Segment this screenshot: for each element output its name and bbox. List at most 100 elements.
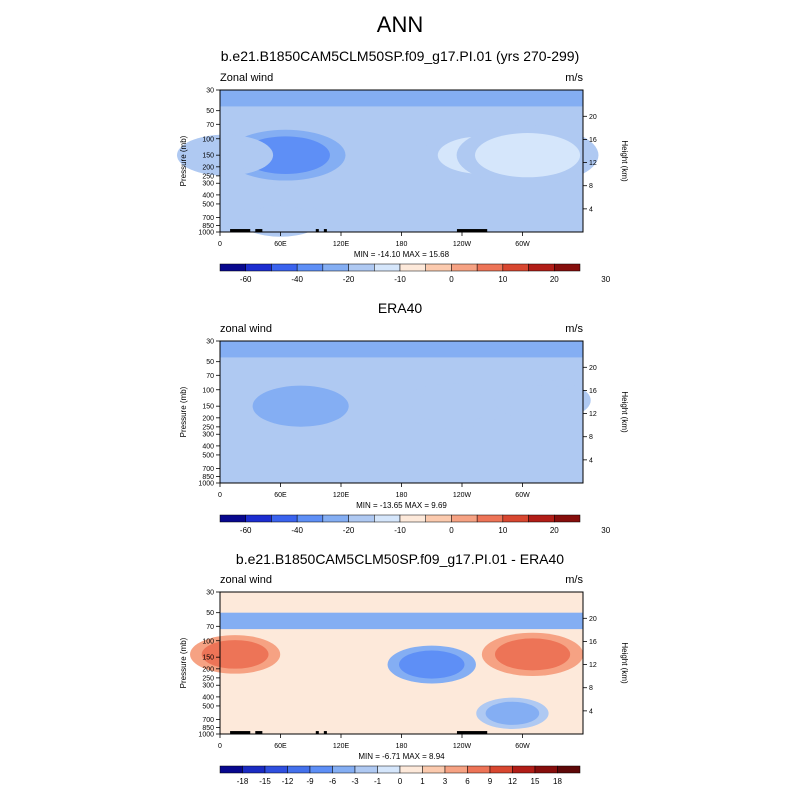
panel-3-lon-tick-label-0: 0 [218, 743, 222, 750]
panel-1-pressure-tick-label-2: 70 [206, 122, 214, 129]
panel-1-colorbar-box-8 [425, 263, 452, 272]
panel-2-lon-tick-label-3: 180 [396, 492, 408, 499]
panel-1-pressure-tick-label-8: 400 [202, 192, 214, 199]
panel-3-lon-tick-label-2: 120E [333, 743, 350, 750]
panel-2-pressure-tick-label-12: 1000 [198, 481, 214, 488]
panel-3-colorbar-label-12: 12 [508, 777, 517, 786]
panel-3-pressure-tick-label-9: 500 [202, 703, 214, 710]
panel-2-pressure-tick-label-2: 70 [206, 373, 214, 380]
panel-2-colorbar-label-5: 10 [498, 526, 507, 535]
panel-3-pressure-tick-label-5: 200 [202, 666, 214, 673]
panel-2-height-tick-label-2: 12 [589, 411, 597, 418]
panel-3-colorbar-label-10: 6 [465, 777, 470, 786]
panel-2-height-tick-label-3: 16 [589, 388, 597, 395]
panel-1-colorbar-label-0: -60 [240, 275, 252, 284]
panel-3-pressure-tick-label-0: 30 [206, 590, 214, 597]
panel-1-pressure-tick-label-4: 150 [202, 153, 214, 160]
panel-1-colorbar-label-7: 30 [601, 275, 610, 284]
panel-3-topography-2 [315, 731, 319, 734]
panel-1-pressure-tick-label-9: 500 [202, 201, 214, 208]
panel-3-colorbar-label-5: -3 [351, 777, 359, 786]
panel-3-height-tick-label-0: 4 [589, 708, 593, 715]
panel-1-colorbar-label-3: -10 [394, 275, 406, 284]
panel-1-pressure-tick-label-6: 250 [202, 173, 214, 180]
panel-1-height-tick-label-0: 4 [589, 206, 593, 213]
panel-3-colorbar-label-11: 9 [488, 777, 493, 786]
panel-3-pressure-tick-label-4: 150 [202, 655, 214, 662]
panel-1-height-tick-label-3: 16 [589, 137, 597, 144]
panel-3-band-0 [220, 612, 583, 630]
panel-1-units-label: m/s [565, 72, 583, 84]
panel-2-feature-1 [265, 390, 337, 422]
panel-2-feature-3 [507, 385, 579, 416]
panel-2-pressure-tick-label-0: 30 [206, 339, 214, 346]
panel-3-height-tick-label-3: 16 [589, 639, 597, 646]
panel-1-feature-5 [189, 139, 261, 171]
panel-1-colorbar-label-2: -20 [343, 275, 355, 284]
panel-1-colorbar-box-11 [502, 263, 529, 272]
panel-3-colorbar-box-10 [444, 765, 468, 774]
panel-1-lon-tick-label-5: 60W [515, 241, 530, 248]
panel-3-colorbar-label-3: -9 [306, 777, 314, 786]
panel-1-pressure-tick-label-0: 30 [206, 88, 214, 95]
panel-1-colorbar-box-4 [322, 263, 349, 272]
panel-3-pressure-tick-label-6: 250 [202, 675, 214, 682]
panel-2-height-tick-label-0: 4 [589, 457, 593, 464]
panel-2-lon-tick-label-2: 120E [333, 492, 350, 499]
panel-1-colorbar-label-5: 10 [498, 275, 507, 284]
panel-3-colorbar-label-13: 15 [531, 777, 540, 786]
panel-3-colorbar-box-9 [422, 765, 446, 774]
panel-3-colorbar-label-7: 0 [398, 777, 403, 786]
panel-2-colorbar-box-0 [219, 514, 246, 523]
panel-3-colorbar-box-11 [467, 765, 491, 774]
panel-1-height-tick-label-1: 8 [589, 183, 593, 190]
panel-1-variable-label: Zonal wind [220, 72, 274, 84]
figure-title: ANN [376, 12, 424, 37]
panel-3-colorbar-label-9: 3 [443, 777, 448, 786]
panel-1-lon-tick-label-1: 60E [274, 241, 287, 248]
panel-1-pressure-tick-label-11: 850 [202, 223, 214, 230]
panel-1-pressure-tick-label-12: 1000 [198, 230, 214, 237]
panel-2-lon-tick-label-5: 60W [515, 492, 530, 499]
panel-3-colorbar-label-2: -12 [282, 777, 294, 786]
panel-3-colorbar-label-6: -1 [374, 777, 382, 786]
panel-3-topography-0 [230, 731, 251, 734]
panel-3-colorbar-label-0: -18 [237, 777, 249, 786]
panel-1-colorbar-box-12 [528, 263, 555, 272]
panel-1-pressure-tick-label-1: 50 [206, 108, 214, 115]
panel-3-colorbar-box-0 [219, 765, 243, 774]
panel-1-colorbar-label-4: 0 [449, 275, 454, 284]
panel-2-colorbar-box-2 [271, 514, 298, 523]
panel-3-y-axis-right-label: Height (km) [620, 642, 629, 684]
panel-2-feature-2 [412, 389, 492, 423]
panel-3-colorbar-box-15 [557, 765, 581, 774]
panel-1-band-0 [220, 90, 583, 107]
panel-1-chart: 3050701001502002503004005007008501000481… [176, 88, 629, 284]
panel-3-lon-tick-label-5: 60W [515, 743, 530, 750]
panel-3-colorbar-box-6 [354, 765, 378, 774]
panel-1-colorbar-box-13 [554, 263, 581, 272]
panel-1-colorbar-box-10 [476, 263, 504, 272]
panel-3-pressure-tick-label-2: 70 [206, 624, 214, 631]
panel-3-topography-4 [456, 731, 488, 734]
panel-2-colorbar-label-4: 0 [449, 526, 454, 535]
panel-3-pressure-tick-label-10: 700 [202, 717, 214, 724]
panel-1-pressure-tick-label-10: 700 [202, 215, 214, 222]
panel-3-pressure-tick-label-7: 300 [202, 683, 214, 690]
panel-2-height-tick-label-4: 20 [589, 365, 597, 372]
panel-2-colorbar-label-2: -20 [343, 526, 355, 535]
panel-1-colorbar-box-6 [374, 263, 401, 272]
panel-1-title: b.e21.B1850CAM5CLM50SP.f09_g17.PI.01 (yr… [220, 48, 580, 64]
panel-3-lon-tick-label-4: 120W [453, 743, 472, 750]
panel-1-topography-4 [456, 229, 488, 232]
panel-1-lon-tick-label-0: 0 [218, 241, 222, 248]
panel-2-colorbar-box-1 [245, 514, 272, 523]
panel-1-pressure-tick-label-3: 100 [202, 136, 214, 143]
panel-2-lon-tick-label-1: 60E [274, 492, 287, 499]
panel-3-pressure-tick-label-3: 100 [202, 638, 214, 645]
panel-3-colorbar-box-2 [264, 765, 288, 774]
panel-1-y-axis-right-label: Height (km) [620, 140, 629, 182]
panel-2-colorbar-box-8 [425, 514, 452, 523]
panel-3-lon-tick-label-1: 60E [274, 743, 287, 750]
panel-1-colorbar-label-1: -40 [291, 275, 303, 284]
